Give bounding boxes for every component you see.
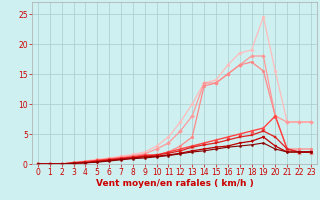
X-axis label: Vent moyen/en rafales ( km/h ): Vent moyen/en rafales ( km/h ) [96, 179, 253, 188]
